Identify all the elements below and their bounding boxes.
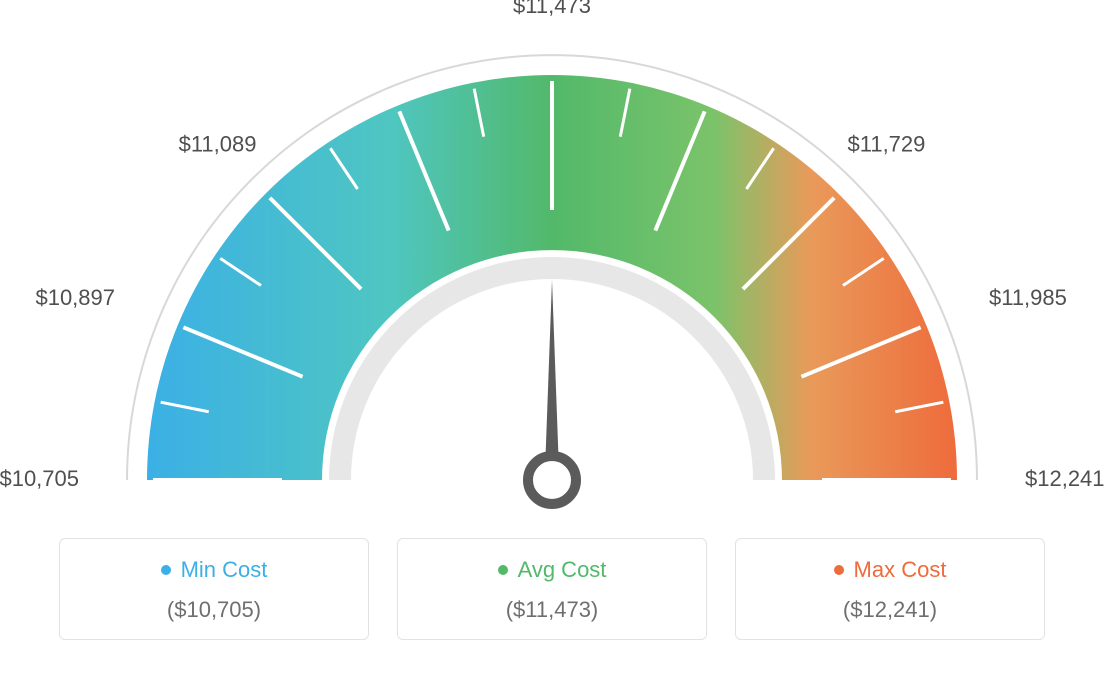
legend-card-max: Max Cost ($12,241) bbox=[735, 538, 1045, 640]
svg-text:$11,089: $11,089 bbox=[179, 132, 257, 157]
legend-value: ($12,241) bbox=[746, 597, 1034, 623]
legend-row: Min Cost ($10,705) Avg Cost ($11,473) Ma… bbox=[0, 538, 1104, 640]
svg-text:$12,241: $12,241 bbox=[1025, 466, 1104, 491]
svg-text:$11,985: $11,985 bbox=[989, 285, 1067, 310]
legend-card-avg: Avg Cost ($11,473) bbox=[397, 538, 707, 640]
legend-label: Avg Cost bbox=[518, 557, 607, 583]
legend-title-min: Min Cost bbox=[161, 557, 268, 583]
legend-card-min: Min Cost ($10,705) bbox=[59, 538, 369, 640]
dot-icon bbox=[834, 565, 844, 575]
svg-text:$11,473: $11,473 bbox=[513, 0, 591, 18]
legend-value: ($11,473) bbox=[408, 597, 696, 623]
svg-text:$10,897: $10,897 bbox=[35, 285, 115, 310]
svg-text:$10,705: $10,705 bbox=[0, 466, 79, 491]
dot-icon bbox=[161, 565, 171, 575]
legend-title-avg: Avg Cost bbox=[498, 557, 607, 583]
legend-value: ($10,705) bbox=[70, 597, 358, 623]
svg-text:$11,729: $11,729 bbox=[848, 132, 926, 157]
gauge-svg: $10,705 $10,897 $11,089 $11,473 $11,729 $11,9… bbox=[0, 0, 1104, 530]
legend-label: Max Cost bbox=[854, 557, 947, 583]
legend-label: Min Cost bbox=[181, 557, 268, 583]
legend-title-max: Max Cost bbox=[834, 557, 947, 583]
gauge-chart: $10,705 $10,897 $11,089 $11,473 $11,729 $11,9… bbox=[0, 0, 1104, 530]
dot-icon bbox=[498, 565, 508, 575]
